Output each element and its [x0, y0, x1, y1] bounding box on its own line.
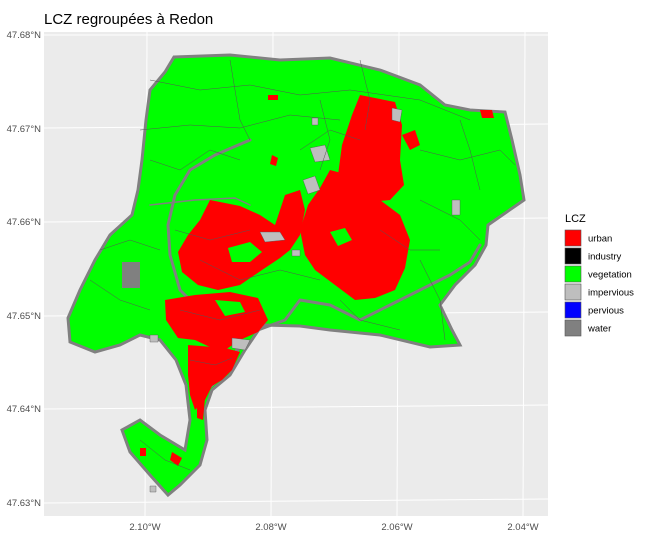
impervious-1: [309, 144, 331, 163]
x-tick-label: 2.10°W: [129, 522, 160, 533]
legend-items: urban industry vegetation impervious perviou…: [564, 229, 634, 337]
parcel-line-19: [319, 99, 331, 171]
parcel-line-16: [189, 357, 233, 366]
parcel-line-13: [174, 229, 251, 241]
vegetation-island-1: [228, 242, 262, 262]
x-axis: 2.10°W 2.08°W 2.06°W 2.04°W: [129, 522, 538, 533]
map-title: LCZ regroupées à Redon: [44, 11, 213, 28]
legend-swatch-industry: [564, 247, 582, 265]
impervious-5: [231, 337, 251, 351]
parcel-line-7: [359, 59, 371, 131]
canal-north: [149, 197, 251, 206]
parcel-line-5: [89, 279, 151, 311]
impervious-2: [302, 175, 321, 195]
parcel-line-4: [419, 199, 481, 241]
urban-centre-east: [300, 170, 410, 300]
legend-swatch-vegetation: [564, 265, 582, 283]
urban-patch-6: [197, 396, 205, 420]
legend-swatch-water: [564, 319, 582, 337]
parcel-line-8: [229, 59, 251, 141]
parcel-line-11: [299, 129, 361, 151]
parcel-line-18: [379, 229, 440, 251]
parcel-line-3: [419, 149, 516, 166]
y-tick-label: 47.66°N: [7, 217, 42, 228]
impervious-4: [259, 231, 286, 243]
legend-label-impervious: impervious: [588, 288, 634, 299]
y-tick-label: 47.63°N: [7, 498, 42, 509]
parcel-line-9: [419, 259, 446, 341]
urban-patch-2: [480, 110, 494, 118]
urban-patch-1: [402, 130, 420, 150]
urban-north: [338, 95, 404, 202]
legend-label-industry: industry: [588, 252, 622, 263]
parcel-line-10: [339, 299, 401, 331]
impervious-7: [149, 334, 159, 343]
legend-swatch-impervious: [564, 283, 582, 301]
y-tick-label: 47.64°N: [7, 404, 42, 415]
vegetation-island-2: [330, 228, 352, 246]
vegetation-island-3: [215, 300, 245, 316]
parcel-line-2: [139, 114, 341, 131]
parcel-lines: [89, 59, 516, 471]
legend-title: LCZ: [565, 213, 586, 225]
legend-swatch-urban: [564, 229, 582, 247]
x-tick-label: 2.08°W: [255, 522, 286, 533]
parcel-line-14: [199, 259, 321, 281]
parcel-line-17: [139, 439, 191, 471]
x-tick-label: 2.06°W: [381, 522, 412, 533]
parcel-line-15: [179, 309, 261, 321]
legend-label-vegetation: vegetation: [588, 270, 632, 281]
impervious-6: [451, 199, 461, 216]
impervious-areas: [149, 107, 461, 493]
river-south: [256, 243, 482, 332]
parcel-line-12: [459, 119, 481, 191]
parcel-line-1: [149, 79, 471, 121]
legend-label-pervious: pervious: [588, 306, 624, 317]
x-tick-label: 2.04°W: [507, 522, 538, 533]
urban-patch-4: [170, 452, 182, 466]
y-tick-label: 47.68°N: [7, 30, 42, 41]
gridline-lat-5: [43, 404, 549, 410]
urban-patch-7: [268, 95, 278, 100]
urban-south: [188, 345, 240, 410]
parcel-line-6: [99, 239, 161, 251]
y-tick-label: 47.67°N: [7, 124, 42, 135]
impervious-9: [149, 485, 157, 493]
urban-patch-3: [270, 155, 278, 166]
impervious-8: [311, 117, 319, 126]
gridline-lat-6: [43, 498, 549, 504]
water-pond: [122, 262, 140, 288]
vegetation-islands: [215, 228, 352, 316]
y-tick-label: 47.65°N: [7, 311, 42, 322]
parcel-line-20: [149, 149, 241, 171]
y-axis: 47.68°N 47.67°N 47.66°N 47.65°N 47.64°N …: [7, 30, 42, 509]
urban-patch-5: [140, 448, 146, 456]
legend-label-urban: urban: [588, 234, 612, 245]
gridline-lon-4: [522, 31, 526, 517]
legend: LCZ urban industry vegetation impervious per…: [564, 213, 634, 337]
impervious-3: [391, 107, 403, 123]
legend-swatch-pervious: [564, 301, 582, 319]
legend-label-water: water: [587, 324, 611, 335]
commune-outline: [66, 53, 526, 498]
impervious-10: [291, 249, 301, 257]
plot-panel: [43, 31, 549, 517]
